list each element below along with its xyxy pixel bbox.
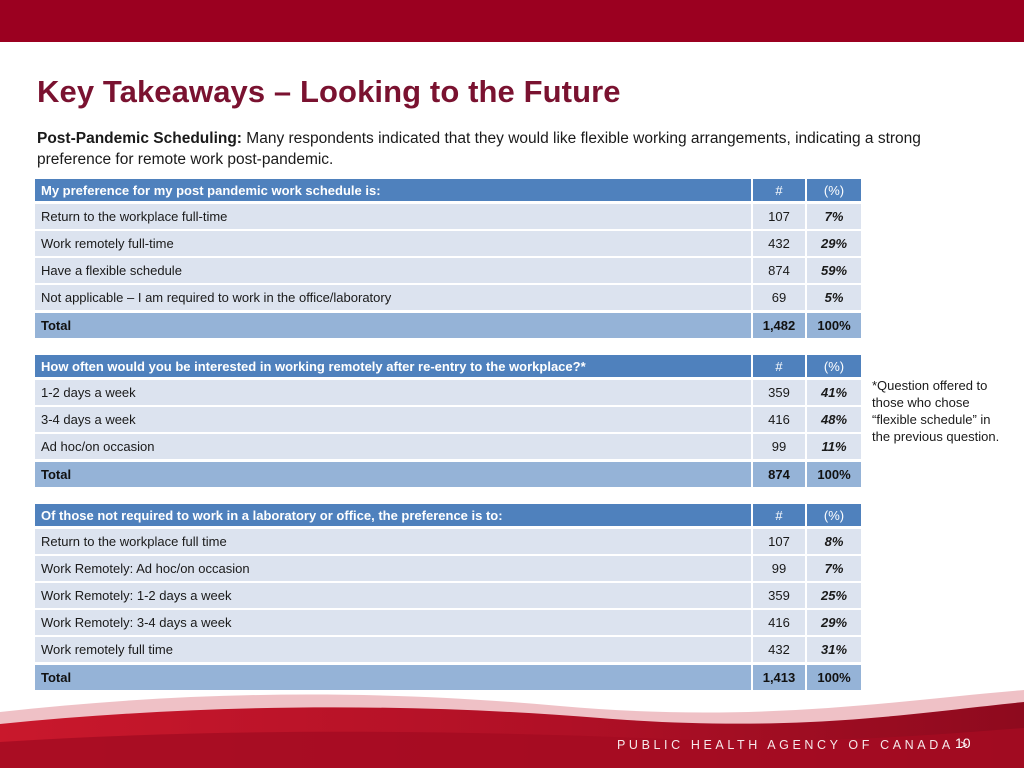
table-row: Return to the workplace full-time 107 7% [35,204,861,231]
total-label: Total [35,312,753,339]
row-count: 69 [753,285,807,312]
row-label: Work Remotely: 1-2 days a week [35,583,753,610]
table-row: Ad hoc/on occasion 99 11% [35,434,861,461]
remote-frequency-table: How often would you be interested in wor… [35,355,861,488]
table-header-count: # [753,179,807,204]
top-brand-band [0,0,1024,42]
row-percent: 5% [807,285,861,312]
row-label: Work remotely full time [35,637,753,664]
table-header-percent: (%) [807,179,861,204]
row-label: Return to the workplace full-time [35,204,753,231]
row-percent: 48% [807,407,861,434]
table-header-label: How often would you be interested in wor… [35,355,753,380]
row-count: 432 [753,231,807,258]
intro-paragraph: Post-Pandemic Scheduling: Many responden… [37,128,997,170]
table-row: Not applicable – I am required to work i… [35,285,861,312]
total-label: Total [35,461,753,488]
row-percent: 31% [807,637,861,664]
row-count: 107 [753,204,807,231]
side-footnote: *Question offered to those who chose “fl… [872,378,1000,444]
table-row: Have a flexible schedule 874 59% [35,258,861,285]
row-count: 416 [753,407,807,434]
row-percent: 29% [807,231,861,258]
schedule-preference-table: My preference for my post pandemic work … [35,179,861,339]
agency-wordmark: PUBLIC HEALTH AGENCY OF CANADA > [617,738,972,752]
row-percent: 11% [807,434,861,461]
table-total-row: Total 1,413 100% [35,664,861,691]
row-count: 99 [753,556,807,583]
row-count: 99 [753,434,807,461]
table-header-percent: (%) [807,504,861,529]
table-total-row: Total 874 100% [35,461,861,488]
table-row: Work Remotely: Ad hoc/on occasion 99 7% [35,556,861,583]
row-count: 359 [753,583,807,610]
table-header-count: # [753,355,807,380]
table-header-row: Of those not required to work in a labor… [35,504,861,529]
row-count: 874 [753,258,807,285]
row-count: 107 [753,529,807,556]
row-percent: 7% [807,556,861,583]
row-label: Return to the workplace full time [35,529,753,556]
row-percent: 8% [807,529,861,556]
table-header-label: Of those not required to work in a labor… [35,504,753,529]
row-label: Work Remotely: 3-4 days a week [35,610,753,637]
table-header-row: My preference for my post pandemic work … [35,179,861,204]
intro-bold-label: Post-Pandemic Scheduling: [37,130,242,147]
total-percent: 100% [807,312,861,339]
non-lab-preference-table: Of those not required to work in a labor… [35,504,861,691]
total-percent: 100% [807,664,861,691]
table-header-label: My preference for my post pandemic work … [35,179,753,204]
slide-title: Key Takeaways – Looking to the Future [37,74,621,109]
row-percent: 41% [807,380,861,407]
row-label: 3-4 days a week [35,407,753,434]
total-count: 874 [753,461,807,488]
table-row: 3-4 days a week 416 48% [35,407,861,434]
table-row: Work Remotely: 3-4 days a week 416 29% [35,610,861,637]
row-count: 432 [753,637,807,664]
table-total-row: Total 1,482 100% [35,312,861,339]
table-row: Return to the workplace full time 107 8% [35,529,861,556]
total-percent: 100% [807,461,861,488]
table-header-count: # [753,504,807,529]
row-label: Work remotely full-time [35,231,753,258]
table-header-row: How often would you be interested in wor… [35,355,861,380]
row-count: 416 [753,610,807,637]
row-percent: 59% [807,258,861,285]
table-row: Work remotely full-time 432 29% [35,231,861,258]
row-label: 1-2 days a week [35,380,753,407]
bottom-brand-wave [0,690,1024,768]
table-row: 1-2 days a week 359 41% [35,380,861,407]
table-row: Work Remotely: 1-2 days a week 359 25% [35,583,861,610]
row-count: 359 [753,380,807,407]
page-number: 10 [955,735,971,751]
intro-text: Many respondents indicated that they wou… [37,130,921,168]
table-header-percent: (%) [807,355,861,380]
total-label: Total [35,664,753,691]
wave-graphic [0,690,1024,768]
row-label: Not applicable – I am required to work i… [35,285,753,312]
row-label: Work Remotely: Ad hoc/on occasion [35,556,753,583]
total-count: 1,413 [753,664,807,691]
row-percent: 25% [807,583,861,610]
table-row: Work remotely full time 432 31% [35,637,861,664]
row-label: Ad hoc/on occasion [35,434,753,461]
total-count: 1,482 [753,312,807,339]
row-label: Have a flexible schedule [35,258,753,285]
row-percent: 29% [807,610,861,637]
row-percent: 7% [807,204,861,231]
